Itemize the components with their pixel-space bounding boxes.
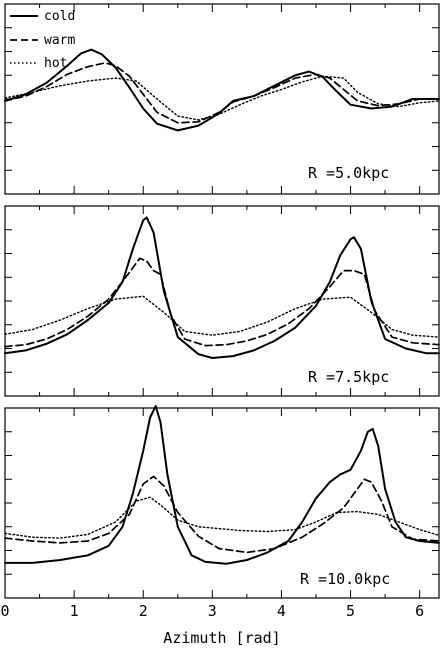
legend-label-hot: hot bbox=[44, 56, 67, 71]
x-tick-label: 5 bbox=[346, 602, 355, 620]
x-tick-label: 1 bbox=[70, 602, 79, 620]
panel-r10-ticks bbox=[4, 408, 439, 598]
series-line-hot-panel-r10 bbox=[4, 496, 440, 539]
series-line-hot-panel-r7-5 bbox=[4, 295, 440, 338]
panel-r5-ticks bbox=[4, 4, 439, 194]
panel-r7-5-curves bbox=[4, 216, 440, 359]
panel-r7-5-label: R =7.5kpc bbox=[308, 368, 389, 386]
series-line-warm-panel-r5 bbox=[4, 62, 440, 124]
series-line-warm-panel-r7-5 bbox=[4, 257, 440, 348]
x-tick-label: 4 bbox=[277, 602, 286, 620]
panel-r10: R =10.0kpc 0 1 2 3 4 5 6 bbox=[0, 405, 440, 620]
x-axis-label: Azimuth [rad] bbox=[163, 629, 280, 647]
x-tick-label: 6 bbox=[415, 602, 424, 620]
series-line-cold-panel-r7-5 bbox=[4, 216, 440, 359]
panel-r10-curves bbox=[4, 405, 440, 565]
series-line-hot-panel-r5 bbox=[4, 75, 440, 121]
series-line-cold-panel-r5 bbox=[4, 48, 440, 132]
x-tick-label: 0 bbox=[0, 602, 9, 620]
legend: cold warm hot bbox=[10, 9, 75, 71]
legend-label-warm: warm bbox=[44, 33, 75, 48]
x-tick-label: 3 bbox=[208, 602, 217, 620]
panel-r10-label: R =10.0kpc bbox=[300, 570, 390, 588]
series-line-cold-panel-r10 bbox=[4, 405, 440, 565]
legend-label-cold: cold bbox=[44, 9, 75, 24]
series-line-warm-panel-r10 bbox=[4, 475, 440, 554]
panel-r5: R =5.0kpc cold warm hot bbox=[4, 3, 440, 195]
panel-r7-5: R =7.5kpc bbox=[4, 205, 440, 397]
x-tick-labels: 0 1 2 3 4 5 6 bbox=[0, 602, 424, 620]
panel-r5-label: R =5.0kpc bbox=[308, 164, 389, 182]
panel-r5-curves bbox=[4, 48, 440, 132]
x-tick-label: 2 bbox=[139, 602, 148, 620]
panel-r7-5-ticks bbox=[4, 206, 439, 396]
